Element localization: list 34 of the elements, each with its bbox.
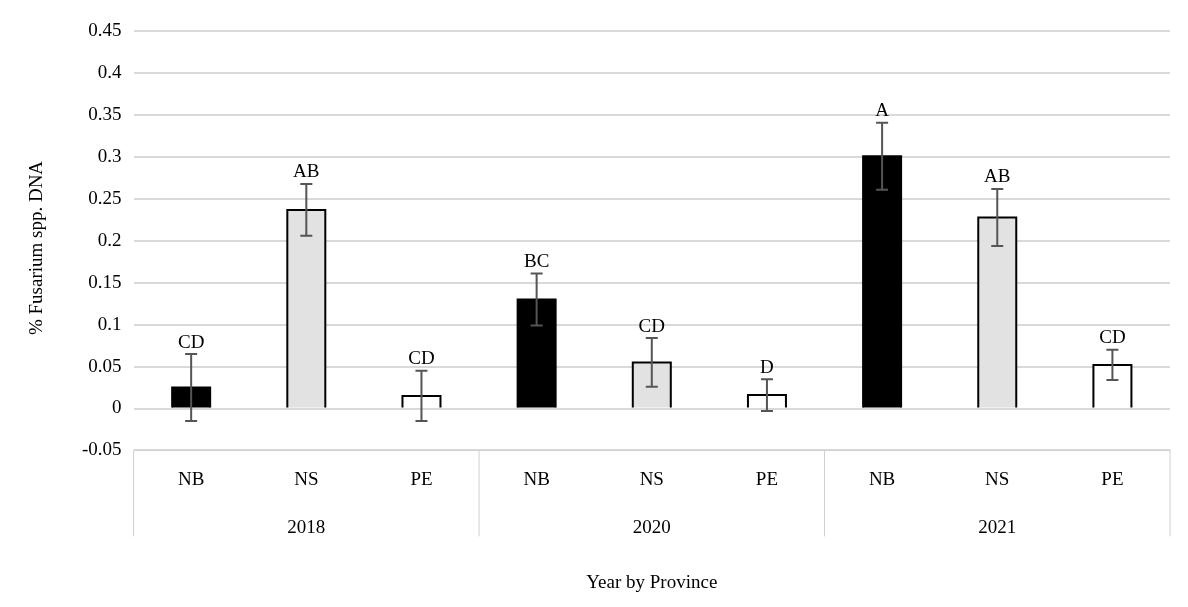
data-label: D [760,355,774,377]
text: 2021 [978,516,1017,538]
data-label: CD [638,314,665,336]
x-tick-label: PE [755,467,779,489]
y-tick-label: 0.15 [88,270,122,292]
x-tick-label: NS [639,467,664,489]
x-tick-label: NS [294,467,319,489]
data-label: A [875,99,890,121]
data-label: CD [177,330,205,352]
data-label: CD [1099,326,1126,348]
x-tick-label: PE [410,467,433,489]
text: 2018 [287,516,326,538]
x-axis-title: Year by Province [586,570,718,592]
y-tick-label: 0.35 [88,103,122,125]
y-axis-title: % Fusarium spp. DNA [25,160,47,336]
data-label: BC [523,250,550,272]
data-label: AB [293,160,320,182]
x-tick-label: NB [868,467,896,489]
data-label: AB [984,165,1011,187]
x-tick-label: NB [177,467,205,489]
y-tick-label: 0.25 [88,186,122,208]
x-tick-label: NS [985,467,1010,489]
y-tick-label: 0 [112,396,122,418]
x-tick-label: NB [523,467,550,489]
y-tick-label: 0.45 [88,19,122,41]
y-tick-label: 0.3 [97,145,122,167]
y-tick-label: -0.05 [82,438,122,460]
x-tick-label: PE [1101,467,1124,489]
y-tick-label: 0.4 [97,61,123,83]
y-tick-label: 0.05 [88,354,122,376]
y-tick-label: 0.2 [97,228,122,250]
y-tick-label: 0.1 [97,312,122,334]
text: 2020 [632,516,671,538]
data-label: CD [408,347,435,369]
